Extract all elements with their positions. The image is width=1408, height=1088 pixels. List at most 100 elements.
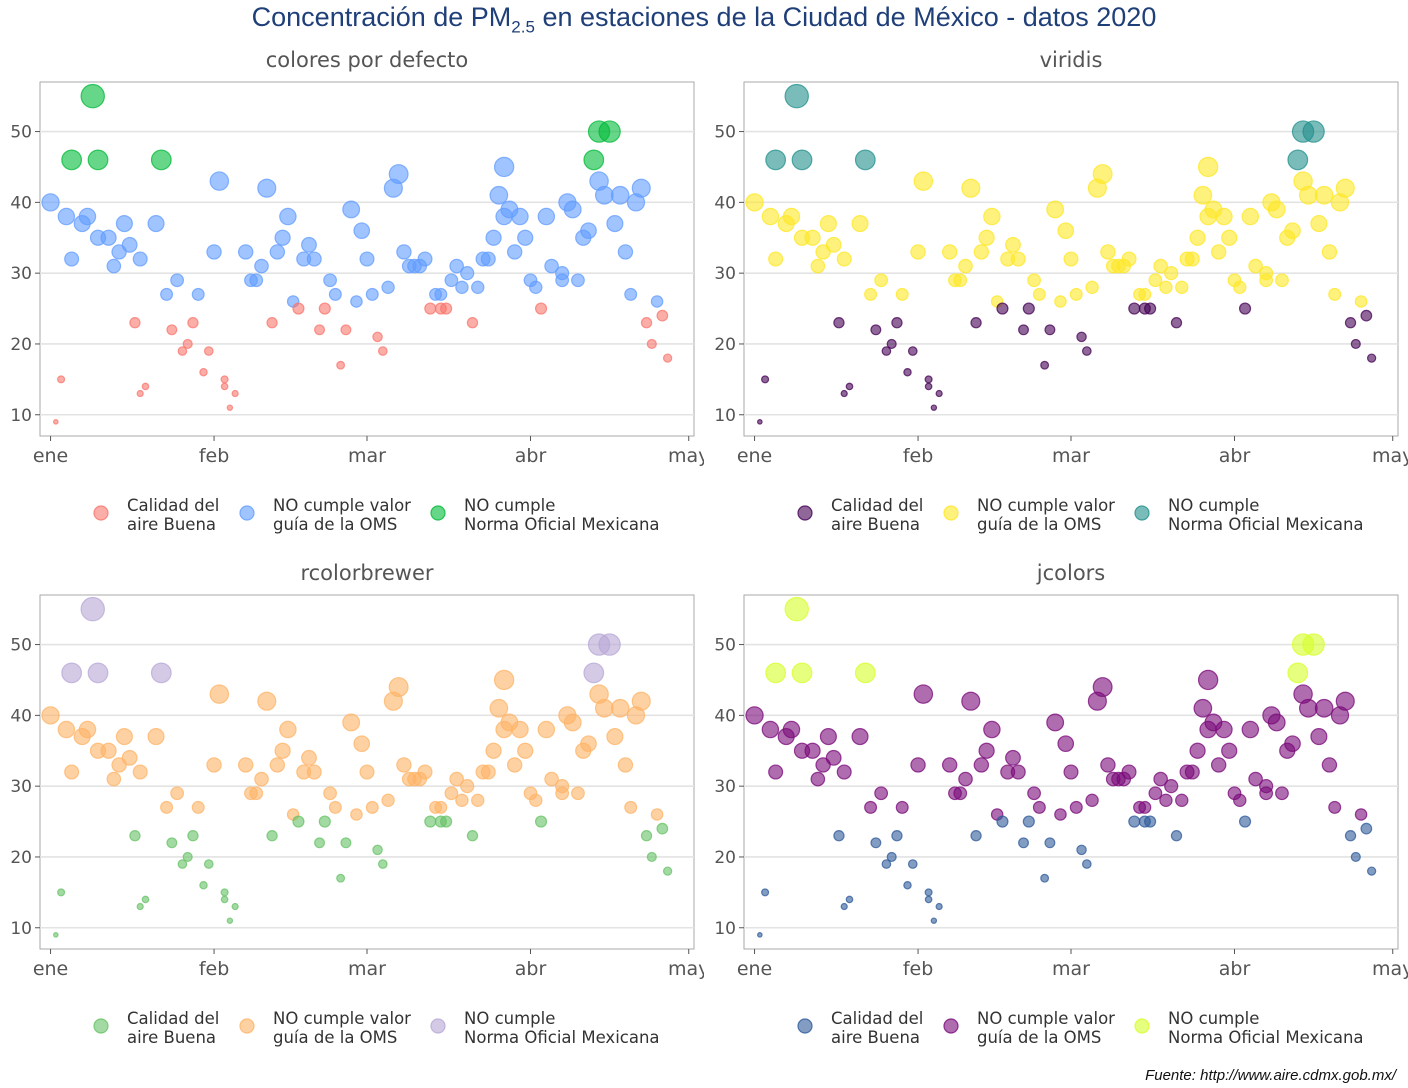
data-point [115,728,133,746]
legend-key [430,1018,446,1034]
data-point [340,837,352,849]
y-tick-label: 40 [714,706,736,726]
data-point [1238,815,1252,828]
data-point [924,382,933,391]
data-point [396,757,412,773]
main-title: Concentración de PM2.5 en estaciones de … [0,2,1408,37]
data-point [493,156,515,178]
data-point [646,338,657,350]
data-point [199,881,208,890]
data-point [269,757,286,773]
data-point [1360,309,1373,322]
data-point [1100,244,1116,260]
data-point [1344,830,1357,842]
legend-key [1134,1018,1150,1034]
data-point [825,749,842,766]
data-point [891,317,903,329]
data-point [141,382,150,391]
legend-key [1134,505,1150,521]
data-point [1128,815,1141,828]
y-tick-label: 50 [10,123,32,143]
data-point [480,251,496,267]
data-point [449,771,464,787]
data-point [529,280,543,295]
data-point [1221,229,1238,246]
data-point [1081,859,1092,869]
data-point [650,295,664,308]
data-point [953,786,968,801]
data-point [583,662,605,684]
data-point [340,324,352,336]
data-point [854,662,876,684]
data-point [1027,786,1041,801]
data-point [147,728,165,746]
chart-panel-viridis: viridis 10 20 30 40 50 ene feb mar abr may Calidad … [704,40,1408,552]
data-point [563,200,582,219]
data-point [1275,786,1289,801]
data-point [388,164,409,185]
data-point [563,713,582,732]
data-point [381,793,395,808]
panel-title: rcolorbrewer [300,561,433,585]
y-tick-label: 40 [10,193,32,213]
data-point [913,171,934,191]
data-point [624,800,638,814]
data-point [1360,822,1373,835]
data-point [489,185,509,205]
data-point [150,149,172,171]
data-point [1302,633,1325,656]
x-tick-label: feb [199,445,229,467]
data-point [106,258,122,274]
data-point [388,677,409,698]
data-point [1128,302,1141,315]
data-point [424,815,437,828]
data-point [1210,244,1227,260]
y-tick-label: 30 [714,777,736,797]
x-tick-label: may [1372,445,1408,467]
data-point [372,844,383,856]
data-point [53,419,59,425]
data-point [306,764,322,780]
data-point [924,895,933,904]
data-point [1148,786,1163,801]
data-point [1193,185,1213,205]
x-tick-label: abr [515,958,547,980]
data-point [895,287,909,301]
data-point [231,389,239,398]
points-group [41,83,673,425]
data-point [935,902,943,911]
data-point [1335,178,1355,198]
data-point [301,749,317,766]
data-point [377,859,388,869]
data-point [1259,266,1274,281]
data-point [1310,215,1328,233]
data-point [836,251,852,267]
data-point [1298,185,1318,205]
data-point [449,258,464,274]
data-point [147,215,165,233]
data-point [1144,302,1157,315]
legend-key [943,505,959,521]
data-point [1248,258,1263,274]
data-point [187,317,199,329]
data-point [444,273,459,288]
legend-key [239,505,255,521]
legend-label: Calidad del aire Buena [831,496,923,534]
data-point [1057,735,1075,753]
data-point [1210,757,1227,773]
data-point [64,764,80,780]
data-point [170,786,185,801]
data-point [177,859,188,869]
data-point [365,800,379,814]
data-point [851,728,869,746]
data-point [864,287,878,301]
data-point [1298,698,1318,718]
data-point [973,244,990,260]
data-point [1197,669,1219,691]
y-tick-label: 20 [10,848,32,868]
data-point [903,368,912,377]
legend: Calidad del aire Buena NO cumple valor guía… [93,1009,660,1047]
data-point [359,764,375,780]
data-point [301,236,317,253]
data-point [396,244,412,260]
